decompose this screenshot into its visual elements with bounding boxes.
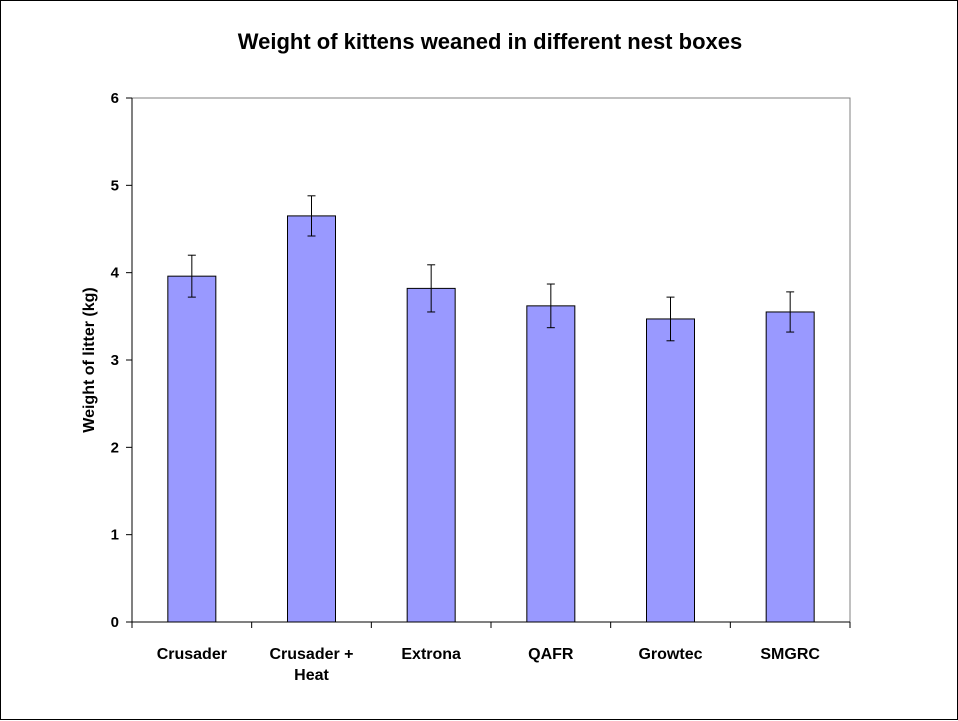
x-tick-label-4: Growtec <box>638 646 702 663</box>
y-tick-label-1: 1 <box>111 527 119 544</box>
x-tick-label-line: SMGRC <box>760 646 820 663</box>
plot-area-border <box>131 97 851 623</box>
x-tick-label-line: Growtec <box>638 646 702 663</box>
x-tick-label-0: Crusader <box>157 646 227 663</box>
bar-1 <box>287 215 336 623</box>
x-tick-label-line: Crusader + <box>269 646 353 663</box>
chart-title: Weight of kittens weaned in different ne… <box>238 29 742 54</box>
bar-4 <box>646 318 695 623</box>
bar-5 <box>765 311 815 623</box>
x-tick-label-1: Crusader + Heat <box>269 646 353 684</box>
x-tick-label-2: Extrona <box>401 646 461 663</box>
x-tick-label-line: Heat <box>294 667 329 684</box>
bars-layer <box>167 195 815 623</box>
bar-3 <box>526 305 576 623</box>
x-tick-label-5: SMGRC <box>760 646 820 663</box>
x-tick-label-line: QAFR <box>528 646 574 663</box>
x-tick-label-line: Crusader <box>157 646 227 663</box>
bar-2 <box>406 287 456 623</box>
y-tick-label-2: 2 <box>111 439 119 456</box>
x-tick-label-line: Extrona <box>401 646 461 663</box>
x-tick-label-3: QAFR <box>528 646 574 663</box>
y-axis-label: Weight of litter (kg) <box>81 287 98 432</box>
y-tick-label-0: 0 <box>111 614 119 631</box>
y-tick-label-3: 3 <box>111 352 119 369</box>
bar-0 <box>167 275 217 623</box>
axes-layer: 0 1 2 3 4 5 6 Crusader Crusader + Heat Extrona QAFR… <box>111 90 851 684</box>
y-tick-label-4: 4 <box>111 265 120 282</box>
y-tick-label-5: 5 <box>111 177 119 194</box>
y-tick-label-6: 6 <box>111 90 119 107</box>
